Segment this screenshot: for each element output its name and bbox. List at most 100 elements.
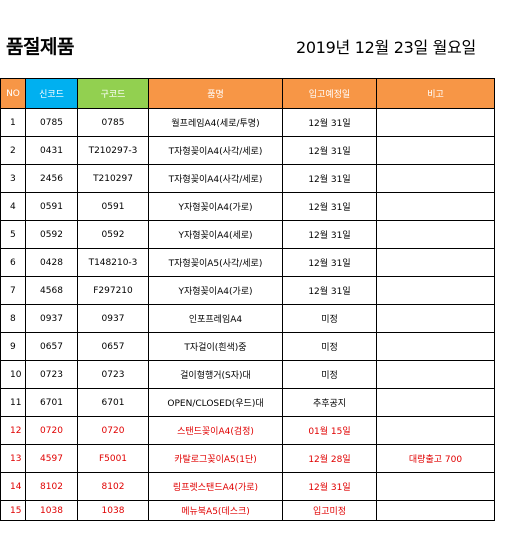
row-no-cell: 8 (0, 304, 26, 333)
row-no-cell: 13 (0, 444, 26, 473)
row-no-cell: 3 (0, 164, 26, 193)
old-code-cell: 8102 (77, 472, 149, 501)
new-code-cell: 0428 (25, 248, 78, 277)
old-code-cell: 1038 (77, 500, 149, 521)
old-code-cell: F5001 (77, 444, 149, 473)
arrival-date-cell: 12월 31일 (282, 472, 377, 501)
row-no-cell: 12 (0, 416, 26, 445)
header-new-code: 신코드 (25, 78, 78, 109)
table-row: 3 2456 T210297 T자형꽂이A4(사각/세로) 12월 31일 (0, 164, 495, 193)
product-name-cell: 카탈로그꽂이A5(1단) (148, 444, 283, 473)
table-row: 1 0785 0785 월프레임A4(세로/투명) 12월 31일 (0, 108, 495, 137)
product-name-cell: 걸이형행거(S자)대 (148, 360, 283, 389)
table-row: 15 1038 1038 메뉴북A5(데스크) 입고미정 (0, 500, 495, 521)
product-name-cell: T자형꽂이A5(사각/세로) (148, 248, 283, 277)
soldout-table: NO 신코드 구코드 품명 입고예정일 비고 1 0785 0785 월프레임A4(세로/투명)… (0, 78, 495, 521)
product-name-cell: T자형꽂이A4(사각/세로) (148, 136, 283, 165)
product-name-cell: Y자형꽂이A4(가로) (148, 276, 283, 305)
arrival-date-cell: 미정 (282, 360, 377, 389)
product-name-cell: OPEN/CLOSED(우드)대 (148, 388, 283, 417)
old-code-cell: 0937 (77, 304, 149, 333)
old-code-cell: 0592 (77, 220, 149, 249)
product-name-cell: T자걸이(흰색)중 (148, 332, 283, 361)
product-name-cell: 인포프레임A4 (148, 304, 283, 333)
note-cell (376, 472, 495, 501)
row-no-cell: 4 (0, 192, 26, 221)
row-no-cell: 5 (0, 220, 26, 249)
arrival-date-cell: 미정 (282, 332, 377, 361)
product-name-cell: 메뉴북A5(데스크) (148, 500, 283, 521)
note-cell (376, 108, 495, 137)
arrival-date-cell: 12월 31일 (282, 136, 377, 165)
product-name-cell: 월프레임A4(세로/투명) (148, 108, 283, 137)
row-no-cell: 1 (0, 108, 26, 137)
note-cell (376, 276, 495, 305)
product-name-cell: T자형꽂이A4(사각/세로) (148, 164, 283, 193)
note-cell (376, 416, 495, 445)
header-arrival-date: 입고예정일 (282, 78, 377, 109)
new-code-cell: 1038 (25, 500, 78, 521)
table-row: 14 8102 8102 링프렛스탠드A4(가로) 12월 31일 (0, 472, 495, 501)
note-cell: 대량출고 700 (376, 444, 495, 473)
old-code-cell: F297210 (77, 276, 149, 305)
table-header: NO 신코드 구코드 품명 입고예정일 비고 (0, 78, 495, 109)
old-code-cell: T210297-3 (77, 136, 149, 165)
old-code-cell: T148210-3 (77, 248, 149, 277)
arrival-date-cell: 추후공지 (282, 388, 377, 417)
table-row: 10 0723 0723 걸이형행거(S자)대 미정 (0, 360, 495, 389)
table-row: 6 0428 T148210-3 T자형꽂이A5(사각/세로) 12월 31일 (0, 248, 495, 277)
new-code-cell: 0591 (25, 192, 78, 221)
arrival-date-cell: 12월 31일 (282, 192, 377, 221)
new-code-cell: 4568 (25, 276, 78, 305)
product-name-cell: 링프렛스탠드A4(가로) (148, 472, 283, 501)
header-name: 품명 (148, 78, 283, 109)
table-row: 8 0937 0937 인포프레임A4 미정 (0, 304, 495, 333)
row-no-cell: 15 (0, 500, 26, 521)
header-no: NO (0, 78, 26, 109)
note-cell (376, 304, 495, 333)
old-code-cell: 0785 (77, 108, 149, 137)
old-code-cell: 0657 (77, 332, 149, 361)
table-row: 9 0657 0657 T자걸이(흰색)중 미정 (0, 332, 495, 361)
header-note: 비고 (376, 78, 495, 109)
arrival-date-cell: 12월 31일 (282, 248, 377, 277)
arrival-date-cell: 12월 28일 (282, 444, 377, 473)
table-row: 12 0720 0720 스탠드꽂이A4(검정) 01월 15일 (0, 416, 495, 445)
arrival-date-cell: 12월 31일 (282, 276, 377, 305)
arrival-date-cell: 12월 31일 (282, 164, 377, 193)
new-code-cell: 0723 (25, 360, 78, 389)
new-code-cell: 4597 (25, 444, 78, 473)
header-old-code: 구코드 (77, 78, 149, 109)
note-cell (376, 248, 495, 277)
note-cell (376, 192, 495, 221)
product-name-cell: 스탠드꽂이A4(검정) (148, 416, 283, 445)
table-row: 4 0591 0591 Y자형꽂이A4(가로) 12월 31일 (0, 192, 495, 221)
arrival-date-cell: 12월 31일 (282, 108, 377, 137)
new-code-cell: 6701 (25, 388, 78, 417)
arrival-date-cell: 입고미정 (282, 500, 377, 521)
table-row: 2 0431 T210297-3 T자형꽂이A4(사각/세로) 12월 31일 (0, 136, 495, 165)
new-code-cell: 2456 (25, 164, 78, 193)
table-row: 7 4568 F297210 Y자형꽂이A4(가로) 12월 31일 (0, 276, 495, 305)
note-cell (376, 388, 495, 417)
row-no-cell: 6 (0, 248, 26, 277)
note-cell (376, 220, 495, 249)
product-name-cell: Y자형꽂이A4(가로) (148, 192, 283, 221)
arrival-date-cell: 01월 15일 (282, 416, 377, 445)
table-body: 1 0785 0785 월프레임A4(세로/투명) 12월 31일 2 0431 T21029… (0, 108, 495, 521)
note-cell (376, 164, 495, 193)
page-title: 품절제품 (6, 36, 74, 58)
table-row: 11 6701 6701 OPEN/CLOSED(우드)대 추후공지 (0, 388, 495, 417)
old-code-cell: T210297 (77, 164, 149, 193)
new-code-cell: 0720 (25, 416, 78, 445)
note-cell (376, 360, 495, 389)
row-no-cell: 9 (0, 332, 26, 361)
table-row: 13 4597 F5001 카탈로그꽂이A5(1단) 12월 28일 대량출고 700 (0, 444, 495, 473)
note-cell (376, 500, 495, 521)
new-code-cell: 8102 (25, 472, 78, 501)
new-code-cell: 0592 (25, 220, 78, 249)
row-no-cell: 7 (0, 276, 26, 305)
old-code-cell: 0720 (77, 416, 149, 445)
new-code-cell: 0657 (25, 332, 78, 361)
new-code-cell: 0937 (25, 304, 78, 333)
